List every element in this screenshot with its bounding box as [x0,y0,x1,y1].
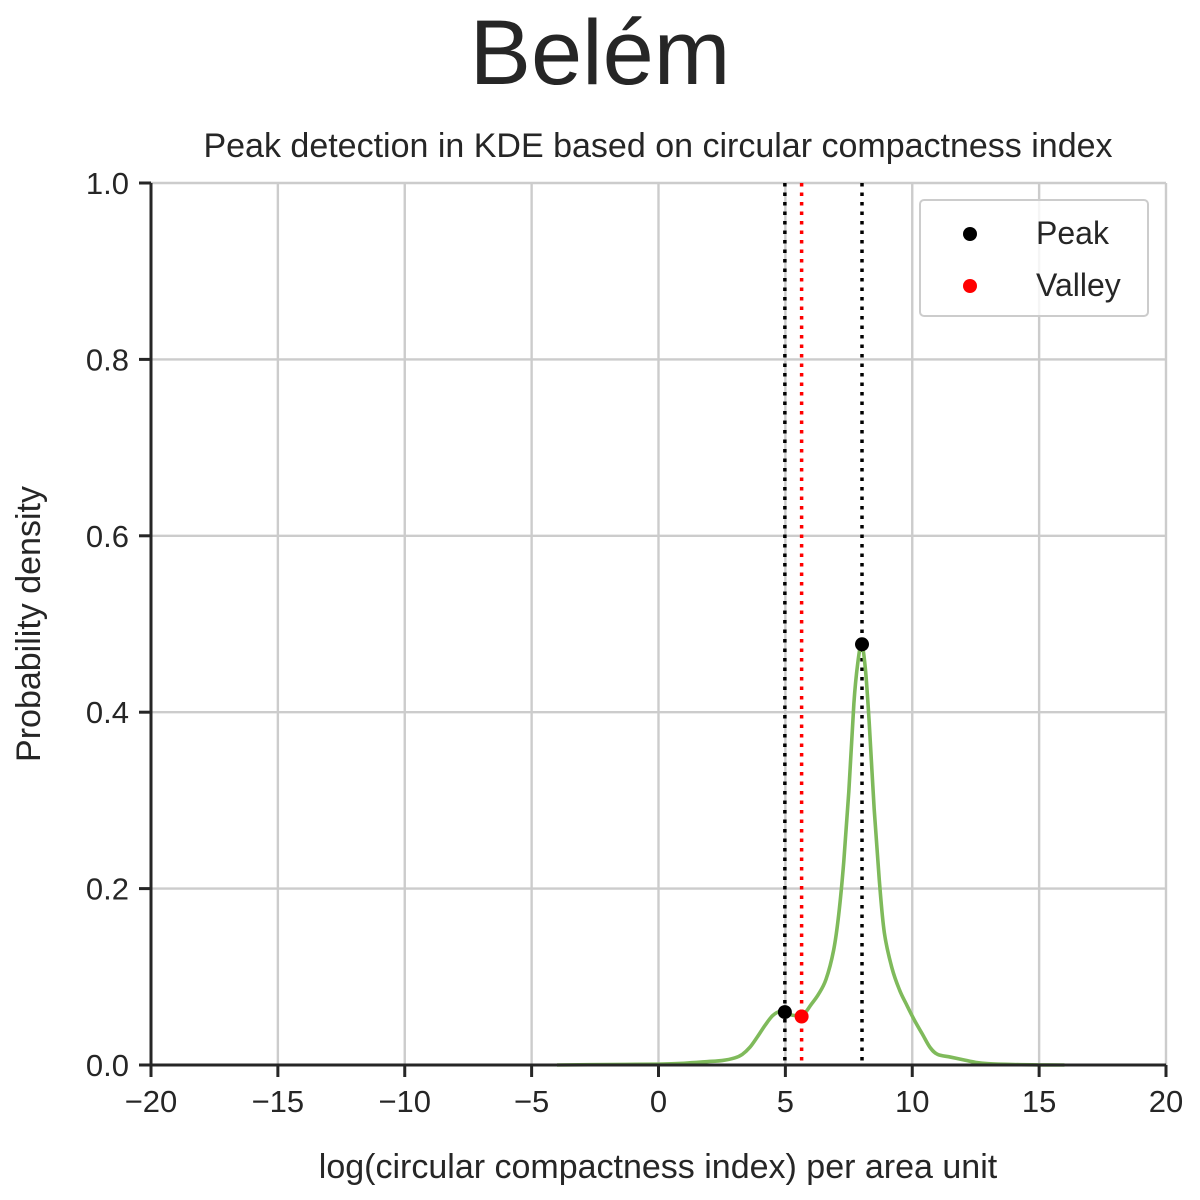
grid-lines [149,181,1168,1067]
y-tick-label-2: 0.4 [86,695,129,730]
x-tick-label-0: −20 [125,1084,178,1119]
x-axis-label: log(circular compactness index) per area… [319,1148,998,1186]
peak-valley-markers-lines [783,183,864,1065]
x-tick-label-3: −5 [514,1084,549,1119]
peak-point-1 [855,637,870,652]
y-tick-label-1: 0.2 [86,872,129,907]
y-tick-label-3: 0.6 [86,519,129,554]
legend-label-valley: Valley [1036,267,1121,303]
legend-label-peak: Peak [1036,215,1110,251]
x-tick-label-6: 10 [895,1084,929,1119]
y-tick-label-4: 0.8 [86,342,129,377]
y-tick-label-5: 1.0 [86,166,129,201]
x-tick-label-7: 15 [1022,1084,1056,1119]
legend: Peak Valley [919,199,1149,317]
valley-point-0 [794,1009,809,1024]
peak-valley-points [777,637,870,1024]
y-axis-label: Probability density [10,486,48,762]
legend-marker-peak [963,227,977,241]
kde-line-0 [556,642,1065,1067]
legend-frame [919,199,1149,317]
y-tick-label-0: 0.0 [86,1048,129,1083]
x-tick-label-2: −10 [378,1084,431,1119]
tick-labels: −20 −15 −10 −5 0 5 10 15 20 0.0 0.2 0.4 0.6 0.8 1.0 [86,166,1183,1119]
x-tick-label-8: 20 [1149,1084,1183,1119]
x-tick-label-5: 5 [777,1084,794,1119]
x-tick-label-1: −15 [252,1084,305,1119]
chart-title: Peak detection in KDE based on circular … [203,127,1112,165]
legend-marker-valley [963,279,977,293]
peak-point-0 [777,1005,792,1020]
chart-suptitle: Belém [470,2,731,104]
kde-series [556,642,1065,1067]
x-tick-label-4: 0 [650,1084,667,1119]
axes [139,181,1168,1077]
